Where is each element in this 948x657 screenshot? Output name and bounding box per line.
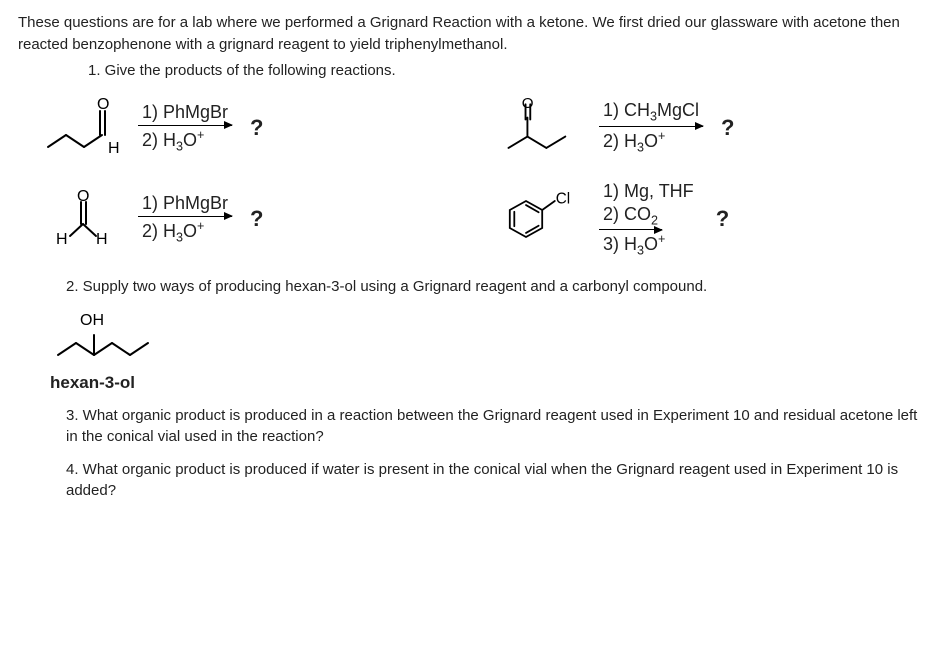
reaction-c-product: ? [250,206,263,232]
reaction-b-product: ? [721,115,734,141]
reaction-a: O H 1) PhMgBr 2) H3O+ ? [38,97,469,159]
hexan-3-ol-label: hexan-3-ol [50,373,930,393]
methylpropanal-structure: O [499,97,589,159]
formaldehyde-structure: O H H [38,188,128,250]
lab-intro: These questions are for a lab where we p… [18,12,930,56]
hexan-3-ol-block: OH hexan-3-ol [48,305,930,393]
chlorobenzene-structure: Cl [499,184,589,254]
reaction-grid: O H 1) PhMgBr 2) H3O+ ? [38,97,930,258]
reaction-c-reagent-1: 1) PhMgBr [138,193,232,216]
svg-text:H: H [96,231,108,248]
svg-text:H: H [108,140,120,157]
reaction-a-reagent-1: 1) PhMgBr [138,102,232,125]
question-1-stem: 1. Give the products of the following re… [88,62,930,79]
hexan-3-ol-structure: OH [48,305,188,365]
svg-text:O: O [522,97,534,112]
reaction-c: O H H 1) PhMgBr 2) H3O+ ? [38,181,469,258]
reaction-d-product: ? [716,206,729,232]
question-3: 3. What organic product is produced in a… [66,405,926,447]
reaction-b: O 1) CH3MgCl 2) H3O+ ? [499,97,930,159]
arrow-icon [138,216,232,217]
svg-text:OH: OH [80,312,104,329]
question-4: 4. What organic product is produced if w… [66,459,926,501]
reaction-c-reagent-2: 2) H3O+ [138,217,208,245]
reaction-d-reagent-1: 1) Mg, THF [599,181,698,204]
arrow-icon [138,125,232,126]
reaction-d: Cl 1) Mg, THF 2) CO2 3) H3O+ ? [499,181,930,258]
reaction-d-reagent-2: 2) CO2 [599,204,662,231]
svg-text:H: H [56,231,68,248]
reaction-b-reagent-1: 1) CH3MgCl [599,100,703,126]
reaction-d-arrow: 1) Mg, THF 2) CO2 3) H3O+ [599,181,698,258]
svg-text:Cl: Cl [556,191,570,208]
reaction-a-reagent-2: 2) H3O+ [138,126,208,154]
arrow-icon [599,126,703,127]
question-2: 2. Supply two ways of producing hexan-3-… [66,278,930,295]
reaction-a-product: ? [250,115,263,141]
reaction-d-reagent-3: 3) H3O+ [599,230,669,258]
reaction-c-arrow: 1) PhMgBr 2) H3O+ [138,193,232,245]
reaction-a-arrow: 1) PhMgBr 2) H3O+ [138,102,232,154]
reaction-b-arrow: 1) CH3MgCl 2) H3O+ [599,100,703,154]
svg-text:O: O [77,188,89,205]
propanal-structure: O H [38,97,128,159]
reaction-b-reagent-2: 2) H3O+ [599,127,669,155]
svg-text:O: O [97,97,109,113]
